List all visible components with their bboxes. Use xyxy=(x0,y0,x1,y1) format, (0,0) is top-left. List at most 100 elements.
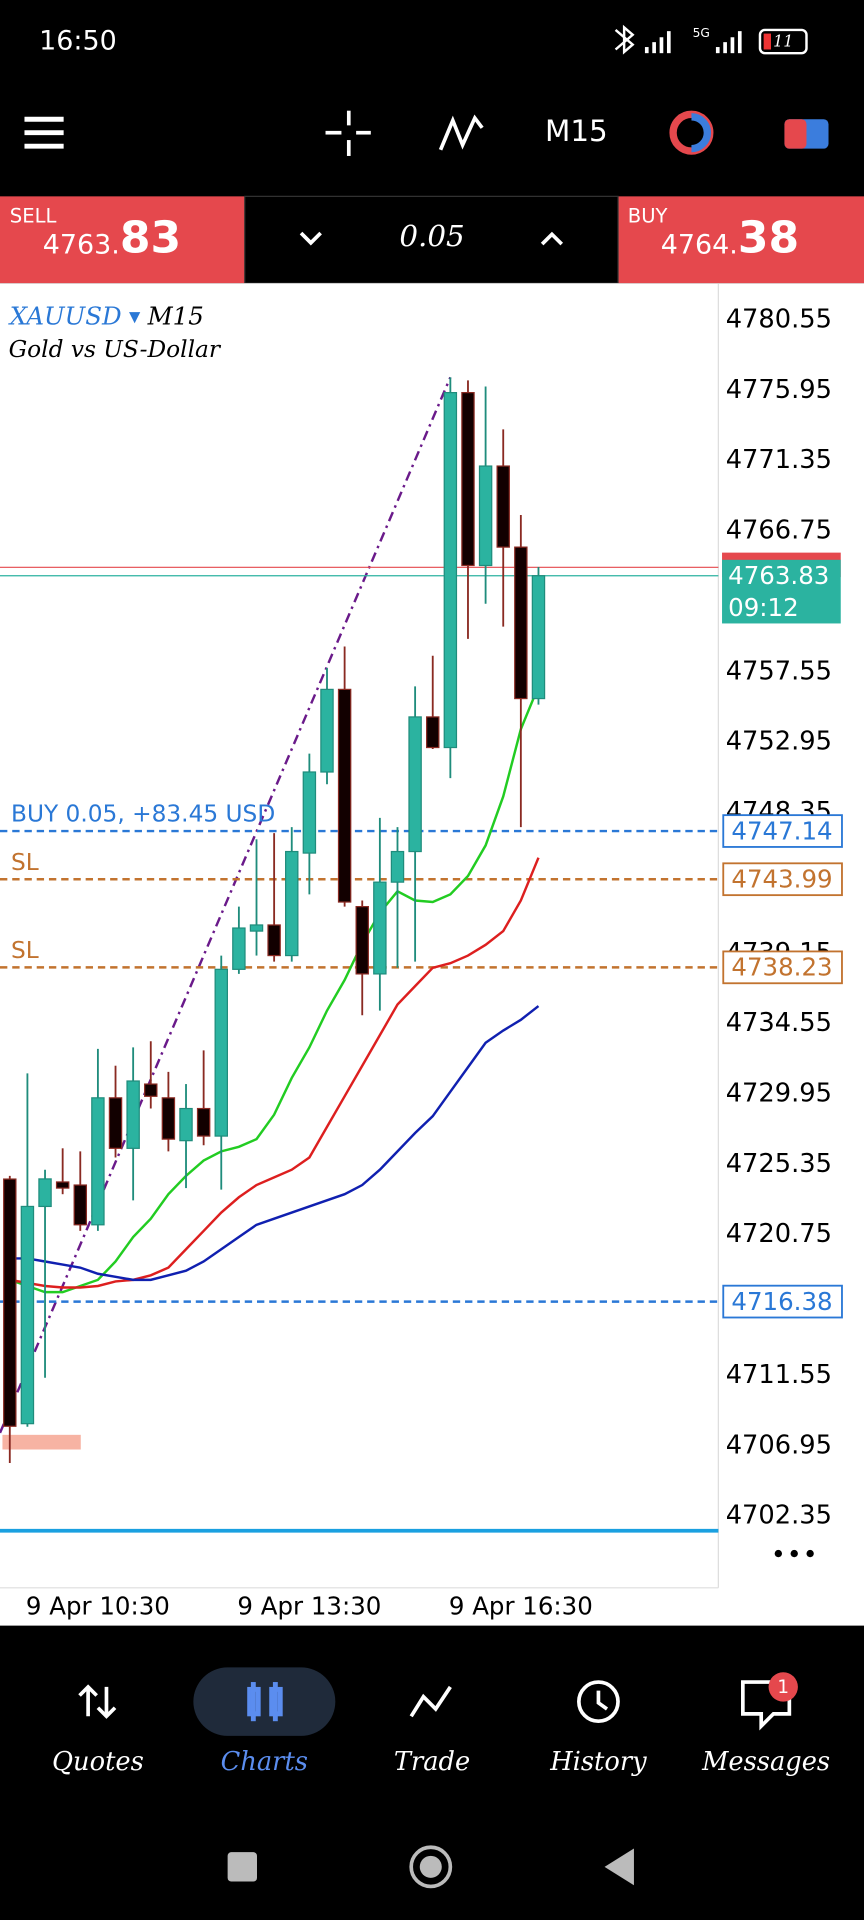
candle-body xyxy=(390,850,405,883)
messages-badge xyxy=(768,1672,798,1702)
volume-up[interactable] xyxy=(540,231,564,246)
bid-price: 4763.83 xyxy=(728,561,829,590)
candle-body xyxy=(408,716,422,853)
candle-body xyxy=(38,1178,52,1208)
level-box xyxy=(722,862,843,897)
symbol-description: Gold vs US-Dollar xyxy=(9,336,222,363)
candle-body xyxy=(3,1178,17,1427)
marker xyxy=(2,1434,81,1450)
buy-button[interactable] xyxy=(618,196,864,284)
symbol-dropdown[interactable]: ▼ xyxy=(129,309,141,326)
system-recents[interactable] xyxy=(227,1852,257,1882)
indicators-button[interactable] xyxy=(438,114,484,151)
candle-body xyxy=(232,927,246,970)
level-label: BUY 0.05, +83.45 USD xyxy=(11,801,275,828)
candle-body xyxy=(91,1097,105,1226)
crosshair-button[interactable] xyxy=(325,110,371,156)
y-tick-label: 4729.95 xyxy=(726,1079,832,1109)
candle-body xyxy=(426,716,440,749)
candle-body xyxy=(196,1107,211,1137)
nav-charts[interactable]: Charts xyxy=(221,1747,308,1777)
candle-body xyxy=(496,465,510,548)
nav-labels: Quotes Charts Trade History Messages xyxy=(52,1747,830,1777)
y-tick-label: 4711.55 xyxy=(726,1360,832,1390)
bid-box xyxy=(722,559,841,624)
volume-down[interactable] xyxy=(299,231,322,246)
trade-icon xyxy=(409,1685,452,1718)
level-label: SL xyxy=(11,849,39,876)
battery-icon xyxy=(758,28,808,55)
y-tick-label: 4752.95 xyxy=(726,727,832,757)
candle-body xyxy=(267,924,281,957)
trade-button-half xyxy=(784,119,807,149)
moving-average xyxy=(9,685,540,1294)
countdown: 09:12 xyxy=(728,593,799,622)
level-box xyxy=(722,950,843,985)
candle-body xyxy=(320,688,334,773)
volume[interactable]: 0.05 xyxy=(399,219,464,253)
candle-body xyxy=(285,850,299,957)
chart-area xyxy=(0,283,864,1626)
moving-average xyxy=(9,1005,540,1282)
y-tick-label: 4706.95 xyxy=(726,1430,832,1460)
y-tick-label: 4771.35 xyxy=(726,445,832,475)
buy-price-main: 4764. xyxy=(661,229,738,260)
history-icon xyxy=(577,1680,620,1724)
menu-button[interactable] xyxy=(24,116,64,149)
timeframe-button[interactable]: M15 xyxy=(545,114,608,148)
level-box xyxy=(722,814,843,848)
nav-active-pill xyxy=(193,1667,336,1736)
signal-icon xyxy=(644,31,671,54)
nav-trade[interactable]: Trade xyxy=(394,1747,470,1777)
candle-body xyxy=(337,688,352,903)
symbol[interactable]: XAUUSD xyxy=(8,301,122,330)
system-home[interactable] xyxy=(409,1845,453,1889)
level-price: 4738.23 xyxy=(731,953,832,982)
candle-body xyxy=(373,881,387,975)
trendline xyxy=(0,376,452,1434)
sell-label: SELL xyxy=(10,205,57,228)
battery-level xyxy=(763,33,771,50)
y-tick-label: 4775.95 xyxy=(726,375,832,405)
level-label: SL xyxy=(11,937,39,964)
y-tick-label: 4766.75 xyxy=(726,516,832,546)
more-button[interactable] xyxy=(774,1549,814,1558)
candle-body xyxy=(478,465,493,567)
nav-history[interactable]: History xyxy=(549,1747,647,1777)
y-tick-label: 4725.35 xyxy=(726,1149,832,1179)
candle-body xyxy=(461,392,475,567)
plot: 4780.554775.954771.354766.754762.154757.… xyxy=(0,304,843,1620)
nav-messages[interactable]: Messages xyxy=(701,1747,830,1777)
candle-body xyxy=(179,1107,193,1142)
system-back[interactable] xyxy=(604,1848,634,1886)
candle-body xyxy=(214,968,228,1137)
timeframe: M15 xyxy=(147,301,204,330)
sell-button[interactable] xyxy=(0,196,245,284)
y-tick-label: 4780.55 xyxy=(726,304,832,334)
y-tick-label: 4720.75 xyxy=(726,1219,832,1249)
network-type: 5G xyxy=(693,26,710,40)
quotes-icon xyxy=(78,1684,117,1719)
y-tick-label: 4702.35 xyxy=(726,1501,832,1531)
nav-quotes[interactable]: Quotes xyxy=(52,1747,144,1777)
level-box xyxy=(722,1284,843,1319)
candle-body xyxy=(108,1097,123,1149)
level-price: 4716.38 xyxy=(731,1287,832,1316)
y-tick-label: 4757.55 xyxy=(726,656,832,686)
moving-average xyxy=(9,857,540,1289)
candle-body xyxy=(55,1181,70,1189)
sell-price-big: 83 xyxy=(120,212,181,263)
bluetooth-icon xyxy=(614,24,635,55)
level-price: 4747.14 xyxy=(731,816,832,845)
level-price: 4743.99 xyxy=(731,864,832,893)
candle-body xyxy=(514,546,528,700)
clock: 16:50 xyxy=(39,26,117,57)
buy-price-big: 38 xyxy=(738,212,799,263)
x-tick-label: 9 Apr 10:30 xyxy=(26,1591,170,1620)
candle-body xyxy=(144,1083,158,1097)
badge-count: 1 xyxy=(777,1677,789,1698)
candle-body xyxy=(355,906,369,975)
candle-body xyxy=(302,771,317,854)
candle-body xyxy=(73,1184,88,1226)
